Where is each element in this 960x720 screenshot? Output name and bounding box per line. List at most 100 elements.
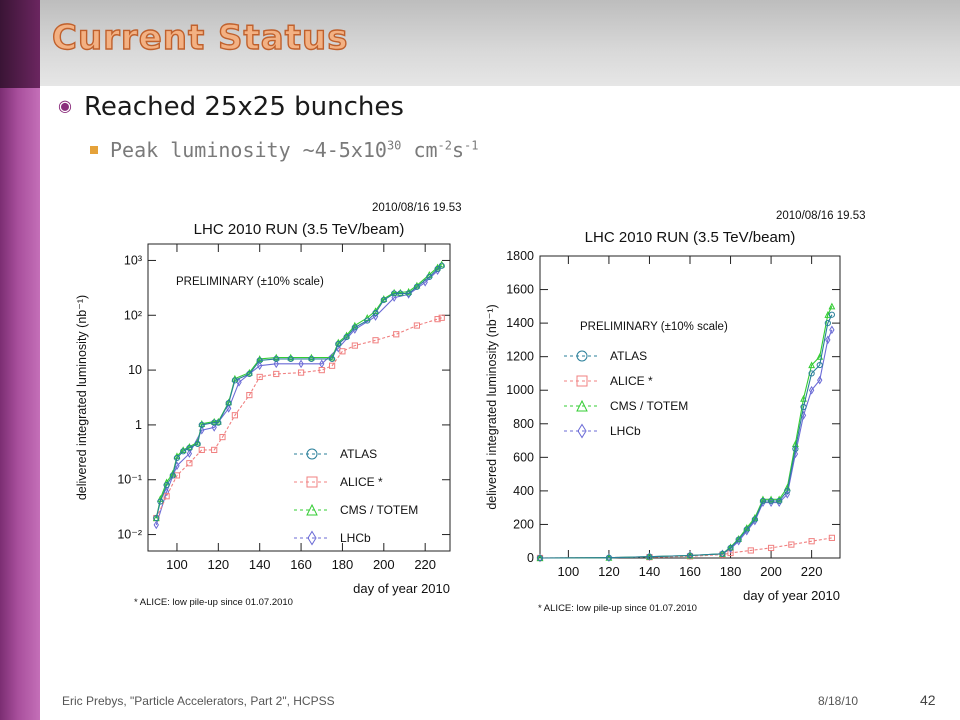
bullet2-text: Peak luminosity ~4-5x10: [110, 138, 387, 162]
data-point: [219, 433, 226, 441]
data-point: [179, 446, 187, 454]
legend-label: ATLAS: [340, 447, 377, 461]
data-point: [800, 403, 807, 411]
series-line-alice: [155, 317, 442, 519]
legend-marker-icon: [307, 530, 317, 546]
data-point: [298, 359, 304, 369]
chart-title: LHC 2010 RUN (3.5 TeV/beam): [194, 221, 405, 238]
data-point: [211, 423, 217, 432]
data-point: [372, 309, 379, 317]
slide-title: Current Status: [51, 17, 349, 58]
data-point: [767, 497, 775, 505]
data-point: [364, 317, 371, 324]
data-point: [157, 498, 164, 505]
data-point: [397, 290, 404, 297]
y-tick-label: 600: [513, 450, 534, 464]
y-axis-label: delivered integrated luminosity (nb⁻¹): [485, 304, 499, 509]
data-point: [413, 283, 421, 290]
data-point: [318, 366, 325, 374]
x-tick-label: 120: [207, 557, 229, 572]
x-tick-label: 200: [373, 557, 395, 572]
bullet2-unit-s: s: [451, 138, 465, 162]
legend-marker-icon: [306, 476, 318, 488]
x-tick-label: 200: [760, 564, 782, 579]
data-point: [211, 446, 218, 454]
data-point: [351, 342, 358, 349]
data-point: [180, 448, 187, 455]
data-point: [194, 438, 202, 446]
chart-linear-luminosity: 2010/08/16 19.53 LHC 2010 RUN (3.5 TeV/be…: [485, 210, 866, 614]
x-tick-label: 140: [249, 557, 271, 572]
data-point: [328, 353, 336, 361]
data-point: [792, 445, 799, 453]
data-point: [719, 550, 726, 557]
data-point: [735, 536, 742, 543]
bullet2-unit-cm: cm: [401, 138, 438, 162]
y-tick-label: 1000: [506, 383, 534, 397]
chart-log-luminosity: 2010/08/16 19.53 LHC 2010 RUN (3.5 TeV/be…: [75, 202, 462, 608]
data-point: [393, 331, 400, 338]
y-tick-label: 800: [513, 417, 534, 431]
data-point: [215, 419, 222, 426]
legend-marker-icon: [576, 399, 588, 412]
data-point: [339, 348, 346, 355]
data-point: [829, 325, 835, 335]
x-tick-label: 160: [679, 564, 701, 579]
data-point: [226, 404, 232, 413]
data-point: [743, 526, 750, 533]
data-point: [426, 273, 433, 281]
bullet1-text: Reached 25x25 bunches: [83, 92, 404, 122]
data-point: [828, 311, 835, 318]
x-tick-label: 180: [720, 564, 742, 579]
data-point: [759, 497, 767, 505]
data-point: [186, 444, 193, 452]
data-point: [438, 260, 446, 268]
data-point: [605, 554, 613, 561]
data-point: [328, 362, 336, 369]
series-line-lhcb: [155, 270, 438, 526]
data-point: [824, 320, 831, 327]
data-point: [537, 553, 543, 563]
data-point: [256, 373, 263, 381]
y-tick-label: 1200: [506, 350, 534, 364]
legend-marker-icon: [576, 350, 588, 362]
footer-author: Eric Prebys, "Particle Accelerators, Par…: [62, 694, 335, 708]
data-point: [257, 361, 263, 371]
data-point: [817, 375, 823, 385]
series-line-atlas: [539, 314, 833, 559]
y-tick-label: 10⁻²: [117, 528, 142, 542]
data-point: [273, 370, 280, 378]
data-point: [391, 293, 397, 302]
data-point: [767, 495, 775, 503]
data-point: [256, 357, 263, 364]
data-point: [438, 262, 445, 269]
data-point: [163, 481, 170, 489]
data-point: [747, 547, 754, 554]
plot-frame: [147, 243, 451, 552]
y-tick-label: 200: [513, 517, 534, 531]
preliminary-annotation: PRELIMINARY (±10% scale): [580, 321, 728, 333]
bullet-circle-icon: ◉: [58, 96, 72, 115]
data-point: [169, 472, 176, 479]
footer-date: 8/18/10: [818, 694, 859, 708]
bullet-level2: Peak luminosity ~4-5x1030 cm-2s-1: [90, 138, 478, 162]
legend-marker-icon: [306, 503, 318, 516]
x-tick-label: 180: [332, 557, 354, 572]
sidebar-top-accent: [0, 0, 40, 88]
x-tick-label: 220: [414, 557, 436, 572]
alice-footnote: * ALICE: low pile-up since 01.07.2010: [134, 597, 293, 608]
data-point: [816, 361, 823, 369]
y-tick-label: 400: [513, 484, 534, 498]
data-point: [828, 302, 836, 310]
data-point: [343, 333, 350, 341]
x-tick-label: 100: [558, 564, 580, 579]
data-point: [173, 472, 181, 479]
data-point: [225, 399, 232, 407]
legend-marker-icon: [577, 423, 587, 439]
preliminary-annotation: PRELIMINARY (±10% scale): [176, 276, 324, 288]
y-tick-label: 1: [135, 418, 142, 432]
series-line-alice: [539, 537, 832, 559]
data-point: [153, 520, 159, 530]
x-tick-label: 140: [639, 564, 661, 579]
data-point: [686, 552, 694, 559]
